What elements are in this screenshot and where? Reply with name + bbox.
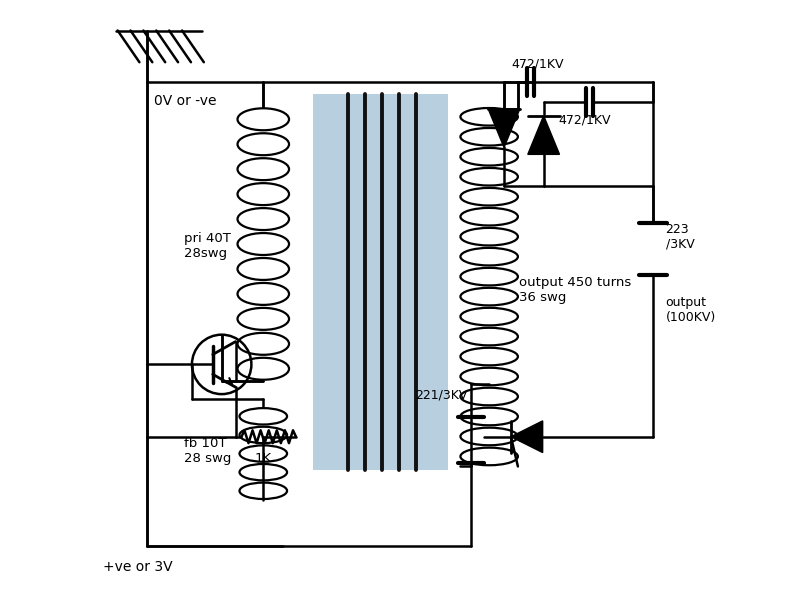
- Text: output 450 turns
36 swg: output 450 turns 36 swg: [519, 276, 631, 304]
- Text: output
(100KV): output (100KV): [666, 296, 716, 324]
- Text: +ve or 3V: +ve or 3V: [102, 560, 173, 574]
- Text: 1K: 1K: [254, 452, 272, 464]
- Bar: [313, 94, 447, 470]
- Text: pri 40T
28swg: pri 40T 28swg: [184, 232, 231, 260]
- Text: 472/1KV: 472/1KV: [558, 114, 611, 127]
- Polygon shape: [511, 421, 542, 452]
- Polygon shape: [488, 109, 520, 148]
- Text: 0V or -ve: 0V or -ve: [154, 94, 217, 108]
- Text: 472/1KV: 472/1KV: [511, 57, 563, 70]
- Text: fb 10T
28 swg: fb 10T 28 swg: [184, 437, 231, 464]
- Text: 221/3KV: 221/3KV: [415, 388, 468, 401]
- Text: 223
/3KV: 223 /3KV: [666, 223, 694, 251]
- Polygon shape: [528, 116, 559, 154]
